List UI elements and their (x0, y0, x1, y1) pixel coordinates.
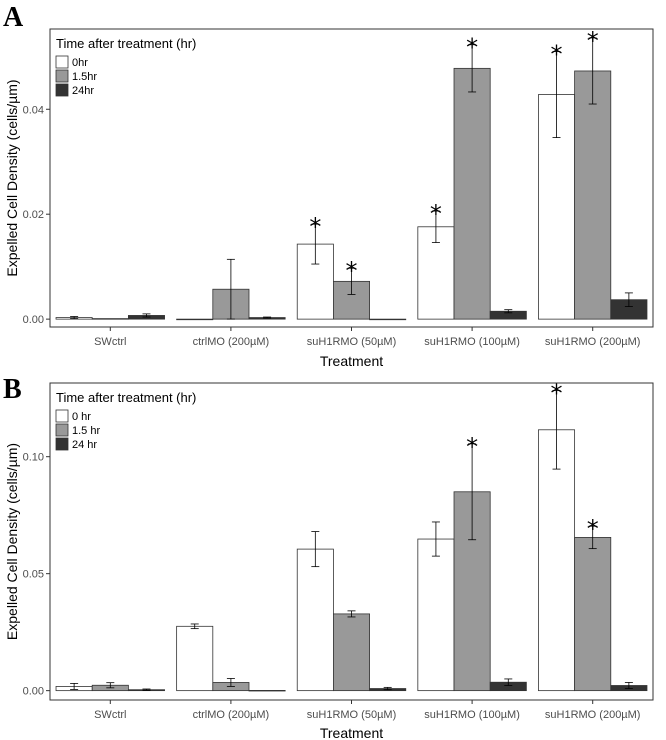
y-tick-label: 0.00 (23, 314, 44, 326)
y-tick-label: 0.10 (23, 452, 44, 464)
x-tick-label: suH1RMO (100µM) (424, 336, 520, 348)
legend-label: 0hr (72, 57, 88, 69)
significance-star: * (551, 41, 563, 69)
significance-star: * (346, 257, 358, 285)
y-tick-label: 0.04 (23, 104, 44, 116)
y-axis-title: Expelled Cell Density (cells/µm) (4, 443, 20, 640)
y-axis-title: Expelled Cell Density (cells/µm) (4, 79, 20, 276)
x-tick-label: suH1RMO (50µM) (307, 709, 396, 721)
legend-swatch (55, 83, 69, 97)
significance-star: * (309, 213, 321, 241)
significance-star: * (587, 515, 599, 543)
bar (369, 318, 407, 321)
bar (176, 625, 214, 692)
bar (91, 318, 129, 320)
bar (574, 70, 612, 320)
legend-label: 1.5 hr (72, 425, 100, 437)
x-tick-label: ctrlMO (200µM) (193, 709, 270, 721)
chart-panel-a: 0.00 0.02 0.04 SWctrl ctrlMO (200µM) suH1RMO … (4, 27, 654, 369)
significance-star: * (551, 379, 563, 407)
legend-swatch (55, 69, 69, 83)
significance-star: * (587, 27, 599, 55)
bar (574, 537, 612, 692)
bar (453, 491, 491, 692)
significance-star: * (466, 34, 478, 62)
x-axis-title: Treatment (320, 725, 383, 740)
bar (453, 67, 491, 320)
legend-label: 1.5hr (72, 71, 97, 83)
bar (176, 318, 214, 321)
bar (417, 538, 455, 692)
bar (248, 690, 286, 692)
legend-swatch (55, 55, 69, 69)
legend-label: 24hr (72, 85, 94, 97)
y-tick-label: 0.05 (23, 569, 44, 581)
panel-letter-b: B (3, 374, 22, 405)
legend-label: 24 hr (72, 439, 97, 451)
x-axis-title: Treatment (320, 353, 383, 369)
legend-title: Time after treatment (hr) (56, 36, 196, 51)
legend-swatch (55, 437, 69, 451)
chart-panel-b: 0.00 0.05 0.10 SWctrl ctrlMO (200µM) suH1RMO … (4, 379, 654, 740)
x-tick-label: suH1RMO (200µM) (545, 709, 641, 721)
legend-swatch (55, 409, 69, 423)
y-tick-label: 0.02 (23, 209, 44, 221)
bar (333, 613, 370, 692)
legend-label: 0 hr (72, 411, 91, 423)
significance-star: * (430, 200, 442, 228)
significance-star: * (466, 433, 478, 461)
y-tick-label: 0.00 (23, 686, 44, 698)
x-tick-label: ctrlMO (200µM) (193, 336, 270, 348)
bar (538, 429, 576, 692)
bar (296, 548, 334, 692)
x-tick-label: suH1RMO (50µM) (307, 336, 396, 348)
x-tick-label: suH1RMO (200µM) (545, 336, 641, 348)
x-tick-label: SWctrl (94, 709, 126, 721)
x-tick-label: SWctrl (94, 336, 126, 348)
legend-swatch (55, 423, 69, 437)
panel-letter-a: A (3, 2, 24, 33)
x-tick-label: suH1RMO (100µM) (424, 709, 520, 721)
legend-title: Time after treatment (hr) (56, 390, 196, 405)
